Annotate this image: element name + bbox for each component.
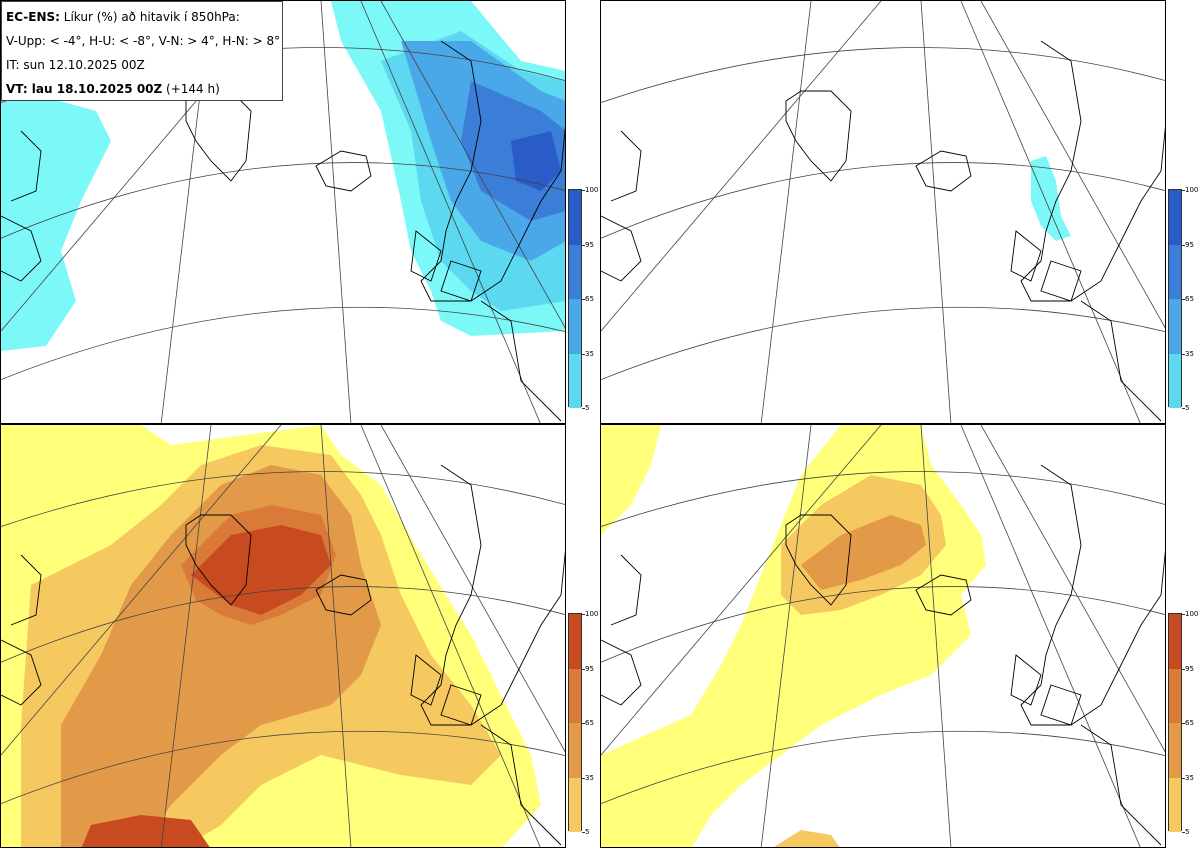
probability-map-cold-moderate	[1, 1, 565, 423]
colorbar-tick-label: 5	[1185, 404, 1190, 412]
colorbar-band	[569, 614, 581, 669]
map-title: Líkur (%) að hitavik í 850hPa:	[63, 10, 240, 24]
colorbar-tick-label: 65	[585, 295, 594, 303]
colorbar-tick-mark	[1182, 353, 1185, 355]
colorbar-bottom-right: 100 95 65 35 5	[1168, 610, 1198, 836]
threshold-definitions: V-Upp: < -4°, H-U: < -8°, V-N: > 4°, H-N…	[6, 34, 281, 48]
colorbar-tick-label: 100	[1185, 610, 1199, 618]
colorbar-bottom-left: 100 95 65 35 5	[568, 610, 598, 836]
colorbar-tick-mark	[1182, 244, 1185, 246]
colorbar-tick-mark	[582, 723, 585, 724]
colorbar-band	[569, 723, 581, 778]
colorbar-band	[1169, 668, 1181, 723]
colorbar-band	[1169, 777, 1181, 832]
colorbar-band	[569, 668, 581, 723]
colorbar-tick-label: 100	[585, 186, 599, 194]
colorbar-tick-label: 35	[1185, 349, 1194, 358]
colorbar-tick-label: 5	[585, 828, 590, 836]
map-panel-top-left: EC-ENS: Líkur (%) að hitavik í 850hPa: V…	[0, 0, 566, 424]
colorbar-tick-mark	[582, 614, 585, 615]
colorbar-tick-mark	[582, 777, 585, 779]
colorbar-tick-label: 65	[1185, 719, 1194, 727]
colorbar-tick-label: 5	[585, 404, 590, 412]
colorbar-tick-mark	[582, 668, 585, 670]
probability-map-warm-strong	[601, 425, 1165, 847]
colorbar-tick-label: 5	[1185, 828, 1190, 836]
valid-offset: (+144 h)	[166, 82, 220, 96]
colorbar-band	[1169, 614, 1181, 669]
colorbar-tick-mark	[1182, 299, 1185, 300]
colorbar-band	[569, 190, 581, 245]
probability-map-cold-strong	[601, 1, 1165, 423]
colorbar-tick-mark	[1182, 668, 1185, 670]
graticule	[1, 425, 565, 847]
colorbar-band	[569, 244, 581, 299]
colorbar-band	[1169, 353, 1181, 408]
colorbar-tick-mark	[582, 244, 585, 246]
init-time: IT: sun 12.10.2025 00Z	[6, 58, 145, 72]
graticule	[601, 425, 1165, 847]
colorbar-band	[569, 777, 581, 832]
colorbar-tick-label: 95	[585, 664, 594, 673]
colorbar-tick-label: 35	[585, 773, 594, 782]
probability-field	[1031, 156, 1071, 241]
map-panel-bottom-left	[0, 424, 566, 848]
colorbar-tick-label: 95	[1185, 240, 1194, 249]
coastlines	[601, 464, 1165, 846]
colorbar-tick-label: 100	[1185, 186, 1199, 194]
colorbar-tick-mark	[582, 408, 585, 409]
colorbar-tick-mark	[1182, 408, 1185, 409]
coastlines	[1, 464, 565, 846]
colorbar-tick-label: 65	[1185, 295, 1194, 303]
colorbar-tick-label: 95	[1185, 664, 1194, 673]
probability-map-warm-moderate	[1, 425, 565, 847]
model-label: EC-ENS:	[6, 10, 60, 24]
colorbar-tick-label: 35	[585, 349, 594, 358]
colorbar-tick-label: 95	[585, 240, 594, 249]
probability-field	[601, 425, 986, 847]
graticule	[601, 1, 1165, 423]
colorbar-band	[1169, 723, 1181, 778]
colorbar-tick-mark	[582, 832, 585, 833]
map-panel-top-right	[600, 0, 1166, 424]
probability-field	[1, 425, 541, 847]
colorbar-tick-label: 35	[1185, 773, 1194, 782]
probability-field	[1, 1, 565, 351]
colorbar-tick-mark	[1182, 614, 1185, 615]
map-panel-bottom-right	[600, 424, 1166, 848]
coastlines	[1, 40, 565, 422]
colorbar-tick-label: 65	[585, 719, 594, 727]
colorbar-tick-mark	[582, 190, 585, 191]
coastlines	[601, 40, 1165, 422]
map-legend-box: EC-ENS: Líkur (%) að hitavik í 850hPa: V…	[1, 1, 283, 101]
colorbar-tick-mark	[582, 299, 585, 300]
colorbar-band	[1169, 244, 1181, 299]
colorbar-band	[569, 299, 581, 354]
colorbar-band	[1169, 299, 1181, 354]
valid-time: VT: lau 18.10.2025 00Z	[6, 82, 163, 96]
colorbar-tick-mark	[1182, 723, 1185, 724]
colorbar-tick-mark	[1182, 832, 1185, 833]
colorbar-top-left: 100 95 65 35 5	[568, 186, 598, 412]
colorbar-tick-mark	[1182, 777, 1185, 779]
colorbar-tick-mark	[1182, 190, 1185, 191]
colorbar-band	[1169, 190, 1181, 245]
colorbar-tick-mark	[582, 353, 585, 355]
colorbar-top-right: 100 95 65 35 5	[1168, 186, 1198, 412]
colorbar-tick-label: 100	[585, 610, 599, 618]
colorbar-band	[569, 353, 581, 408]
